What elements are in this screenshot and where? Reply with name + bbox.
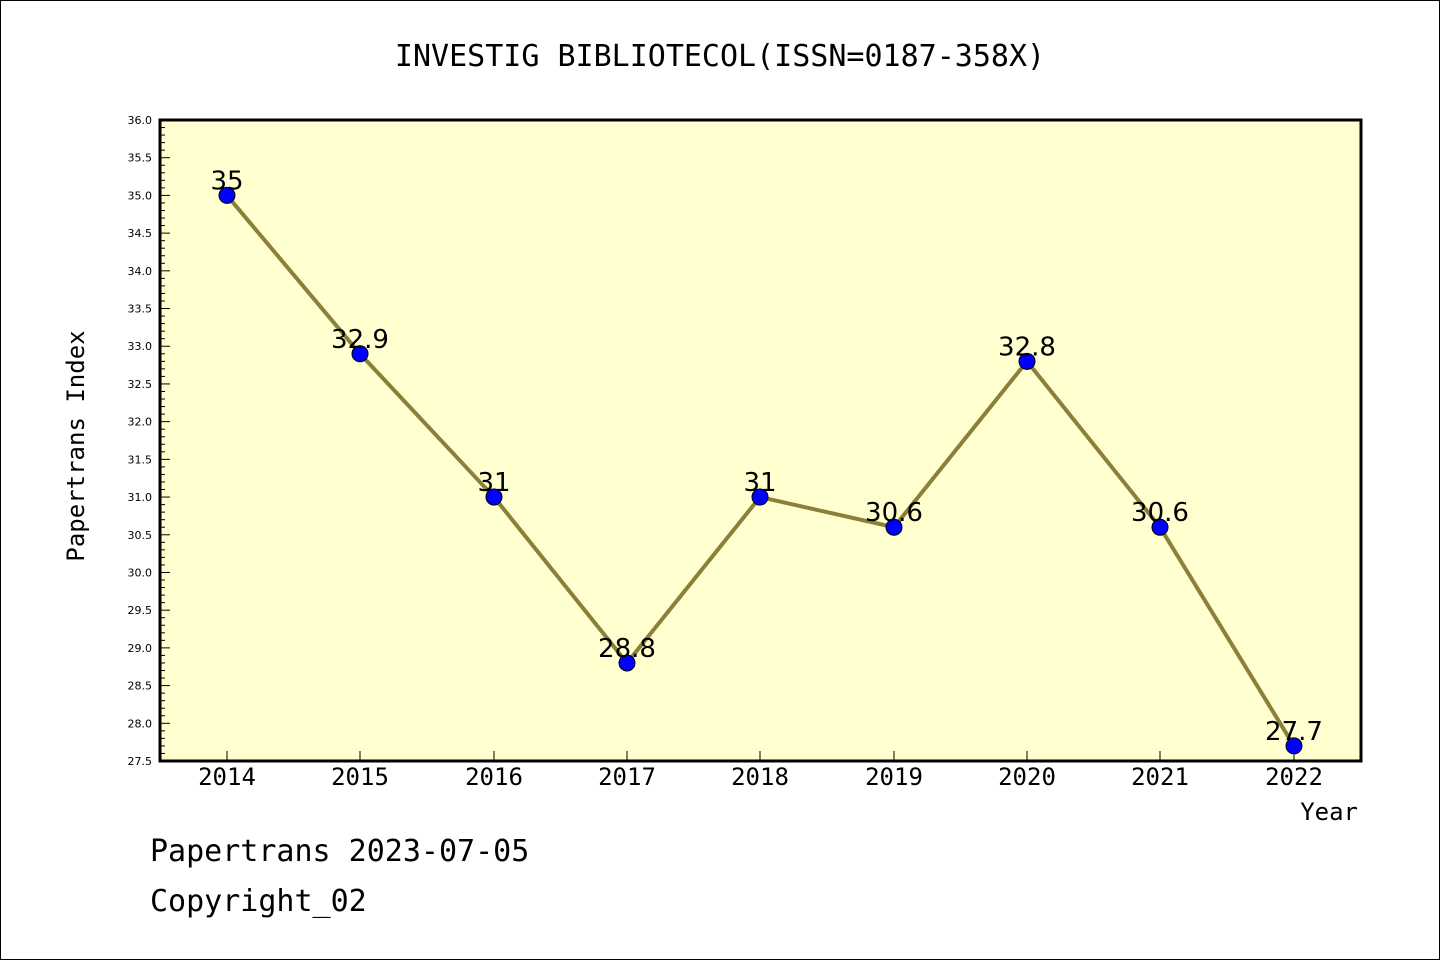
chart-title: INVESTIG BIBLIOTECOL(ISSN=0187-358X) bbox=[395, 39, 1045, 74]
data-point bbox=[751, 488, 769, 506]
data-label: 31 bbox=[477, 468, 510, 498]
series-layer: 35 32.9 31 28.8 31 30.6 32.8 30.6 27.7 bbox=[210, 166, 1323, 755]
y-axis-label: Papertrans Index bbox=[62, 330, 90, 561]
x-tick-label: 2017 bbox=[598, 763, 656, 791]
y-tick-label: 32.0 bbox=[128, 416, 153, 429]
x-axis: 2014 2015 2016 2017 2018 2019 2020 2021 2022 bbox=[198, 751, 1323, 791]
data-point bbox=[1151, 518, 1169, 536]
data-point bbox=[1285, 737, 1303, 755]
y-tick-label: 36.0 bbox=[128, 114, 153, 127]
plot-border bbox=[158, 118, 1363, 763]
x-tick-label: 2022 bbox=[1265, 763, 1323, 791]
y-tick-label: 28.0 bbox=[128, 717, 153, 730]
y-tick-label: 31.0 bbox=[128, 491, 153, 504]
y-tick-label: 35.5 bbox=[128, 152, 153, 165]
y-tick-label: 27.5 bbox=[128, 755, 153, 768]
y-tick-label: 35.0 bbox=[128, 189, 153, 202]
x-tick-label: 2018 bbox=[731, 763, 789, 791]
x-tick-label: 2014 bbox=[198, 763, 256, 791]
x-tick-label: 2020 bbox=[998, 763, 1056, 791]
y-tick-label: 30.5 bbox=[128, 529, 153, 542]
y-tick-label: 33.0 bbox=[128, 340, 153, 353]
data-point bbox=[1018, 352, 1036, 370]
y-axis: 27.5 28.0 28.5 29.0 29.5 30.0 30.5 31.0 31.5 32.0… bbox=[128, 114, 170, 768]
x-tick-label: 2016 bbox=[465, 763, 523, 791]
x-tick-label: 2021 bbox=[1131, 763, 1189, 791]
plot-area bbox=[160, 120, 1361, 761]
y-tick-label: 29.5 bbox=[128, 604, 153, 617]
data-point bbox=[351, 345, 369, 363]
footer-date: Papertrans 2023-07-05 bbox=[150, 834, 530, 869]
data-label: 30.6 bbox=[865, 498, 923, 528]
data-point bbox=[618, 654, 636, 672]
y-tick-label: 33.5 bbox=[128, 303, 153, 316]
y-tick-label: 29.0 bbox=[128, 642, 153, 655]
data-point bbox=[218, 186, 236, 204]
y-tick-label: 34.0 bbox=[128, 265, 153, 278]
data-label: 27.7 bbox=[1265, 717, 1323, 747]
y-tick-label: 32.5 bbox=[128, 378, 153, 391]
data-label: 31 bbox=[743, 468, 776, 498]
x-tick-label: 2015 bbox=[331, 763, 389, 791]
data-point bbox=[885, 518, 903, 536]
y-tick-label: 30.0 bbox=[128, 566, 153, 579]
y-tick-label: 31.5 bbox=[128, 453, 153, 466]
x-tick-label: 2019 bbox=[865, 763, 923, 791]
y-tick-label: 28.5 bbox=[128, 680, 153, 693]
x-axis-label: Year bbox=[1300, 798, 1358, 826]
data-label: 32.9 bbox=[331, 325, 389, 355]
data-label: 32.8 bbox=[998, 332, 1056, 362]
footer-copyright: Copyright_02 bbox=[150, 884, 367, 919]
y-tick-label: 34.5 bbox=[128, 227, 153, 240]
data-point bbox=[485, 488, 503, 506]
data-label: 28.8 bbox=[598, 634, 656, 664]
data-label: 35 bbox=[210, 166, 243, 196]
data-label: 30.6 bbox=[1131, 498, 1189, 528]
